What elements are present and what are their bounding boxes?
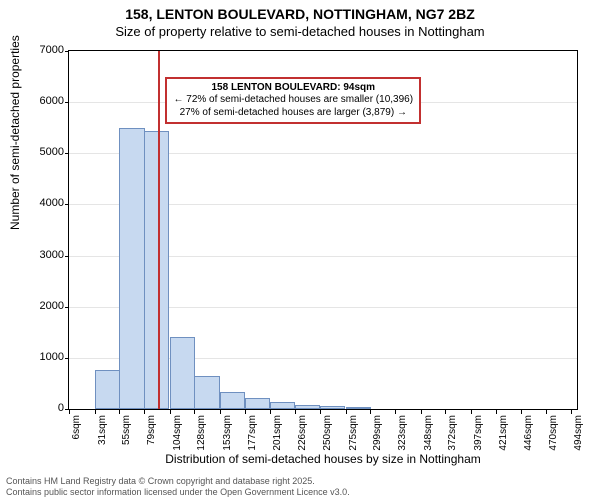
histogram-bar — [295, 405, 320, 409]
x-tick-label: 153sqm — [222, 415, 233, 457]
x-tick-mark — [194, 410, 195, 414]
x-tick-mark — [220, 410, 221, 414]
x-tick-mark — [571, 410, 572, 414]
footer-line2: Contains public sector information licen… — [6, 487, 350, 498]
x-tick-label: 397sqm — [473, 415, 484, 457]
y-axis-label: Number of semi-detached properties — [8, 35, 22, 230]
x-tick-label: 470sqm — [548, 415, 559, 457]
x-tick-label: 104sqm — [172, 415, 183, 457]
x-tick-label: 494sqm — [573, 415, 584, 457]
x-tick-label: 421sqm — [498, 415, 509, 457]
y-tick-mark — [65, 256, 69, 257]
annotation-smaller: ← 72% of semi-detached houses are smalle… — [173, 94, 413, 107]
y-tick-mark — [65, 102, 69, 103]
x-tick-label: 31sqm — [97, 415, 108, 457]
x-tick-mark — [395, 410, 396, 414]
annotation-box: 158 LENTON BOULEVARD: 94sqm← 72% of semi… — [165, 77, 421, 125]
x-tick-mark — [346, 410, 347, 414]
x-tick-mark — [521, 410, 522, 414]
x-tick-mark — [370, 410, 371, 414]
x-tick-label: 299sqm — [372, 415, 383, 457]
title-main: 158, LENTON BOULEVARD, NOTTINGHAM, NG7 2… — [0, 6, 600, 22]
x-tick-label: 177sqm — [247, 415, 258, 457]
x-tick-mark — [445, 410, 446, 414]
x-tick-label: 79sqm — [146, 415, 157, 457]
annotation-title: 158 LENTON BOULEVARD: 94sqm — [173, 82, 413, 95]
y-tick-mark — [65, 204, 69, 205]
x-tick-label: 128sqm — [196, 415, 207, 457]
y-tick-mark — [65, 358, 69, 359]
x-tick-label: 275sqm — [348, 415, 359, 457]
y-tick-label: 0 — [58, 402, 64, 414]
x-tick-mark — [546, 410, 547, 414]
x-tick-label: 226sqm — [297, 415, 308, 457]
histogram-bar — [194, 376, 219, 409]
y-tick-mark — [65, 307, 69, 308]
histogram-bar — [119, 128, 144, 409]
x-tick-mark — [471, 410, 472, 414]
footer: Contains HM Land Registry data © Crown c… — [6, 476, 350, 499]
y-tick-label: 7000 — [40, 44, 64, 56]
marker-line — [158, 51, 160, 409]
y-tick-label: 3000 — [40, 249, 64, 261]
x-tick-mark — [295, 410, 296, 414]
x-tick-label: 6sqm — [71, 415, 82, 457]
y-tick-mark — [65, 153, 69, 154]
x-tick-mark — [144, 410, 145, 414]
title-sub: Size of property relative to semi-detach… — [0, 24, 600, 39]
footer-line1: Contains HM Land Registry data © Crown c… — [6, 476, 350, 487]
x-tick-mark — [170, 410, 171, 414]
x-tick-label: 55sqm — [121, 415, 132, 457]
x-tick-mark — [496, 410, 497, 414]
x-tick-mark — [95, 410, 96, 414]
y-tick-label: 2000 — [40, 300, 64, 312]
x-tick-label: 250sqm — [322, 415, 333, 457]
histogram-bar — [144, 131, 169, 409]
chart-area: 6sqm31sqm55sqm79sqm104sqm128sqm153sqm177… — [68, 50, 578, 410]
y-tick-mark — [65, 51, 69, 52]
histogram-bar — [320, 406, 345, 409]
title-block: 158, LENTON BOULEVARD, NOTTINGHAM, NG7 2… — [0, 0, 600, 39]
histogram-bar — [245, 398, 270, 409]
x-tick-mark — [421, 410, 422, 414]
annotation-larger: 27% of semi-detached houses are larger (… — [173, 107, 413, 120]
x-tick-label: 201sqm — [272, 415, 283, 457]
x-tick-label: 372sqm — [447, 415, 458, 457]
x-tick-mark — [270, 410, 271, 414]
y-tick-label: 6000 — [40, 95, 64, 107]
histogram-bar — [346, 407, 371, 409]
x-tick-label: 348sqm — [423, 415, 434, 457]
x-tick-mark — [69, 410, 70, 414]
x-tick-mark — [245, 410, 246, 414]
x-axis-label: Distribution of semi-detached houses by … — [68, 452, 578, 466]
histogram-bar — [220, 392, 245, 409]
histogram-bar — [270, 402, 295, 409]
x-tick-label: 323sqm — [397, 415, 408, 457]
x-tick-mark — [320, 410, 321, 414]
x-tick-mark — [119, 410, 120, 414]
x-tick-label: 446sqm — [523, 415, 534, 457]
histogram-bar — [95, 370, 120, 409]
y-tick-label: 4000 — [40, 197, 64, 209]
y-tick-label: 1000 — [40, 351, 64, 363]
y-tick-label: 5000 — [40, 146, 64, 158]
histogram-bar — [170, 337, 195, 409]
